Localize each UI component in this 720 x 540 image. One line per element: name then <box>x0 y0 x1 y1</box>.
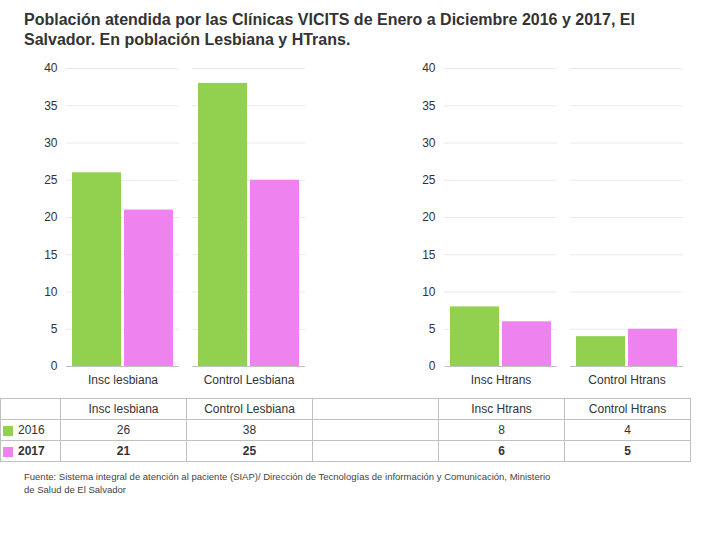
svg-text:10: 10 <box>422 285 436 299</box>
svg-text:15: 15 <box>44 248 58 262</box>
svg-text:40: 40 <box>44 61 58 75</box>
html-text:Control Lesbiana: Control Lesbiana <box>204 402 295 416</box>
html-text:5: 5 <box>624 444 631 458</box>
svg-text:Control Htrans: Control Htrans <box>588 373 665 387</box>
svg-text:30: 30 <box>422 136 436 150</box>
svg-text:25: 25 <box>422 173 436 187</box>
svg-text:Control Lesbiana: Control Lesbiana <box>204 373 295 387</box>
html-text:Control Htrans: Control Htrans <box>588 402 667 416</box>
svg-text:5: 5 <box>51 322 58 336</box>
svg-text:0: 0 <box>429 359 436 373</box>
html-text:Población atendida por las Clí: Población atendida por las Clínicas VICI… <box>24 11 635 48</box>
svg-text:35: 35 <box>44 99 58 113</box>
html-text:6: 6 <box>498 444 505 458</box>
svg-text:5: 5 <box>429 322 436 336</box>
html-text:2016: 2016 <box>18 423 45 437</box>
svg-text:40: 40 <box>422 61 436 75</box>
html-text:26: 26 <box>116 423 131 437</box>
html-text:2017: 2017 <box>18 444 45 458</box>
svg-text:0: 0 <box>51 359 58 373</box>
svg-text:10: 10 <box>44 285 58 299</box>
svg-text:15: 15 <box>422 248 436 262</box>
svg-text:35: 35 <box>422 99 436 113</box>
svg-text:20: 20 <box>44 210 58 224</box>
html-text:8: 8 <box>498 423 505 437</box>
svg-text:30: 30 <box>44 136 58 150</box>
svg-text:Insc lesbiana: Insc lesbiana <box>88 373 158 387</box>
svg-text:20: 20 <box>422 210 436 224</box>
svg-text:25: 25 <box>44 173 58 187</box>
html-text:Fuente: Sistema integral de at: Fuente: Sistema integral de atención al … <box>24 471 551 496</box>
html-text:38: 38 <box>242 423 257 437</box>
svg-text:Insc Htrans: Insc Htrans <box>471 373 532 387</box>
html-text:25: 25 <box>242 444 257 458</box>
html-text:4: 4 <box>624 423 631 437</box>
html-text:21: 21 <box>116 444 131 458</box>
html-text:Insc lesbiana: Insc lesbiana <box>88 402 159 416</box>
html-text:Insc Htrans: Insc Htrans <box>471 402 532 416</box>
